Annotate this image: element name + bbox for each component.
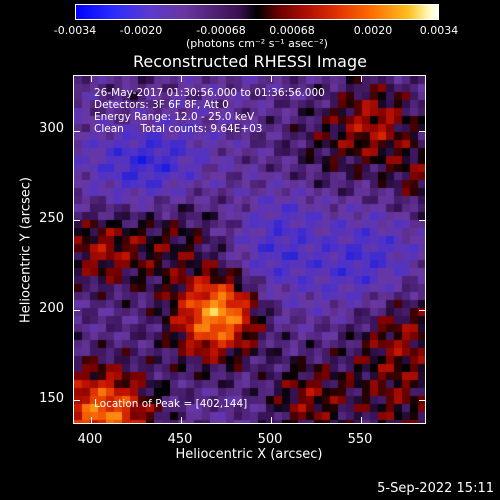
x-tick-label: 500 bbox=[257, 432, 283, 447]
peak-location: Location of Peak = [402,144] bbox=[94, 398, 248, 410]
y-tick-label: 200 bbox=[39, 301, 64, 316]
x-tick-label: 400 bbox=[77, 432, 103, 447]
colorbar-tick-label: 0.0020 bbox=[353, 24, 393, 37]
info-counts: Clean Total counts: 9.64E+03 bbox=[94, 123, 263, 135]
y-tick bbox=[74, 310, 80, 311]
y-tick bbox=[419, 220, 425, 221]
footer-date: 5-Sep-2022 15:11 bbox=[377, 481, 494, 496]
y-axis-title: Heliocentric Y (arcsec) bbox=[18, 177, 34, 323]
x-tick-label: 450 bbox=[167, 432, 193, 447]
colorbar-tick-label: -0.0020 bbox=[119, 24, 163, 37]
x-axis-title: Heliocentric X (arcsec) bbox=[175, 447, 323, 462]
y-tick bbox=[419, 310, 425, 311]
y-tick bbox=[419, 131, 425, 132]
x-tick bbox=[181, 76, 182, 82]
y-tick bbox=[74, 131, 80, 132]
x-tick bbox=[361, 417, 362, 423]
colorbar-units: (photons cm⁻² s⁻¹ asec⁻²) bbox=[186, 37, 328, 50]
colorbar-tick-label: -0.0034 bbox=[53, 24, 97, 37]
colorbar-tick-label: 0.0034 bbox=[419, 24, 459, 37]
y-tick-label: 300 bbox=[39, 121, 64, 136]
info-energy-range: Energy Range: 12.0 - 25.0 keV bbox=[94, 111, 255, 123]
colorbar bbox=[75, 4, 439, 20]
y-tick bbox=[74, 400, 80, 401]
info-time-range: 26-May-2017 01:30:56.000 to 01:36:56.000 bbox=[94, 87, 325, 99]
x-tick bbox=[271, 417, 272, 423]
y-tick bbox=[419, 400, 425, 401]
colorbar-tick-label: 0.00068 bbox=[269, 24, 315, 37]
colorbar-tick-label: -0.00068 bbox=[196, 24, 246, 37]
x-tick bbox=[271, 76, 272, 82]
plot-area: 26-May-2017 01:30:56.000 to 01:36:56.000… bbox=[73, 75, 426, 424]
x-tick bbox=[361, 76, 362, 82]
x-tick bbox=[91, 417, 92, 423]
heatmap-image bbox=[74, 76, 425, 423]
image-title: Reconstructed RHESSI Image bbox=[133, 52, 367, 71]
x-tick bbox=[91, 76, 92, 82]
x-tick-label: 550 bbox=[347, 432, 373, 447]
info-detectors: Detectors: 3F 6F 8F, Att 0 bbox=[94, 99, 229, 111]
y-tick-label: 150 bbox=[39, 391, 64, 406]
y-tick-label: 250 bbox=[39, 211, 64, 226]
y-tick bbox=[74, 220, 80, 221]
x-tick bbox=[181, 417, 182, 423]
